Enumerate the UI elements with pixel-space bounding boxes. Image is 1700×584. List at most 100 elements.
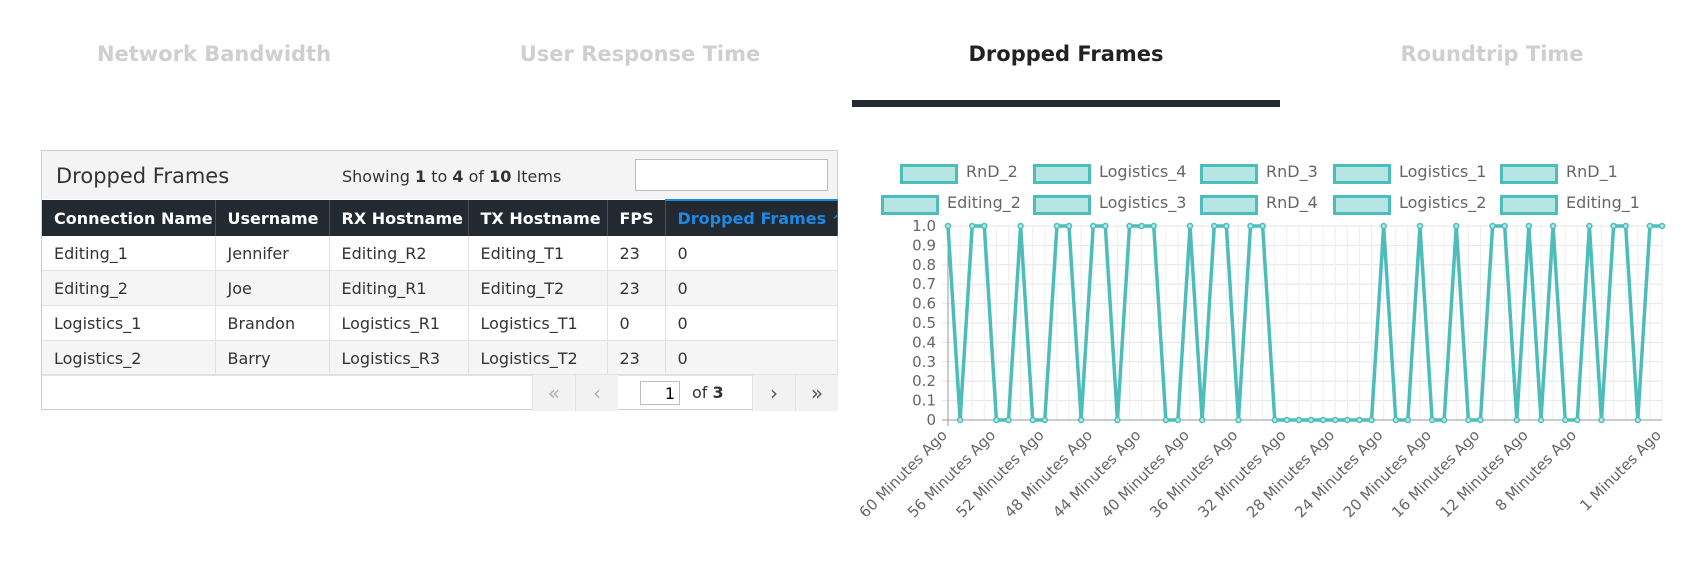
chart-plot: 00.10.20.30.40.50.60.70.80.91.060 Minute… [860, 217, 1666, 521]
showing-from: 1 [415, 167, 427, 186]
data-point [1126, 222, 1133, 230]
data-point [1077, 416, 1085, 424]
page-number-input[interactable] [640, 381, 680, 405]
cell-fps: 23 [607, 270, 666, 306]
data-point [1344, 416, 1351, 424]
data-point [1029, 416, 1036, 424]
data-point [1392, 416, 1400, 424]
table-search-input[interactable] [635, 159, 828, 191]
data-point [1307, 416, 1315, 424]
legend-swatch [1333, 164, 1391, 184]
data-point [1162, 416, 1170, 424]
x-tick-label: 56 Minutes Ago [904, 426, 999, 521]
tab-network-bandwidth[interactable]: Network Bandwidth [96, 41, 332, 66]
cell-tx-hostname: Logistics_T2 [468, 340, 608, 376]
showing-suffix: Items [516, 167, 562, 186]
data-point [1198, 416, 1206, 424]
data-point [1053, 222, 1061, 230]
tab-user-response-time[interactable]: User Response Time [519, 41, 761, 66]
dropped-frames-header-label: Dropped Frames [677, 209, 827, 228]
cell-tx-hostname: Logistics_T1 [468, 305, 608, 341]
column-header-dropped-frames[interactable]: Dropped Frames ^ [665, 199, 838, 236]
data-point [1356, 416, 1363, 424]
next-page-button[interactable]: › [752, 375, 795, 411]
showing-to: 4 [452, 167, 464, 186]
showing-of-word: of [468, 167, 485, 186]
data-point [956, 416, 964, 424]
cell-dropped-frames: 0 [665, 340, 838, 376]
pagination-bar: « ‹ of 3 › » [42, 374, 838, 411]
x-tick-label: 52 Minutes Ago [952, 426, 1047, 521]
legend-swatch [1033, 195, 1091, 215]
legend-swatch [900, 164, 958, 184]
table-row[interactable]: Editing_1 Jennifer Editing_R2 Editing_T1… [42, 236, 838, 271]
data-point [1065, 222, 1073, 230]
cell-tx-hostname: Editing_T2 [468, 270, 608, 306]
cell-connection-name: Logistics_2 [42, 340, 216, 376]
y-tick-label: 0.1 [912, 392, 936, 410]
legend-label: RnD_2 [966, 162, 1018, 181]
first-page-button[interactable]: « [532, 375, 575, 411]
data-point [968, 222, 976, 230]
x-tick-label: 24 Minutes Ago [1291, 426, 1386, 521]
data-point [1319, 416, 1327, 424]
data-point [1138, 222, 1145, 230]
cell-username: Brandon [215, 305, 330, 341]
x-tick-label: 20 Minutes Ago [1340, 426, 1435, 521]
legend-label: Editing_2 [947, 193, 1021, 212]
legend-label: Logistics_1 [1399, 162, 1487, 181]
data-point [993, 416, 1000, 424]
tab-dropped-frames[interactable]: Dropped Frames [968, 41, 1164, 66]
tab-roundtrip-time[interactable]: Roundtrip Time [1400, 41, 1584, 66]
data-point [1658, 222, 1666, 230]
data-point [981, 222, 988, 230]
legend-label: RnD_3 [1266, 162, 1318, 181]
x-tick-label: 32 Minutes Ago [1194, 426, 1289, 521]
table-row[interactable]: Editing_2 Joe Editing_R1 Editing_T2 23 0 [42, 270, 838, 306]
dropped-frames-table-panel: Dropped Frames Showing 1 to 4 of 10 Item… [41, 150, 838, 411]
data-point [1416, 222, 1424, 230]
cell-fps: 23 [607, 340, 666, 376]
data-point [1489, 222, 1496, 230]
legend-swatch [1500, 164, 1558, 184]
sort-ascending-icon: ^ [832, 213, 836, 227]
cell-connection-name: Editing_1 [42, 236, 216, 271]
active-tab-indicator [852, 100, 1280, 107]
column-header-username[interactable]: Username [215, 200, 330, 236]
data-point [1102, 222, 1109, 230]
legend-label: Editing_1 [1566, 193, 1640, 212]
table-row[interactable]: Logistics_1 Brandon Logistics_R1 Logisti… [42, 305, 838, 341]
tab-bar: Network Bandwidth User Response Time Dro… [0, 0, 1700, 110]
total-pages: 3 [712, 383, 724, 402]
y-tick-label: 0.7 [912, 275, 936, 293]
data-point [1537, 416, 1545, 424]
legend-swatch [1333, 195, 1391, 215]
data-point [1404, 416, 1412, 424]
last-page-button[interactable]: » [795, 375, 838, 411]
table-row[interactable]: Logistics_2 Barry Logistics_R3 Logistics… [42, 340, 838, 376]
showing-total: 10 [489, 167, 512, 186]
cell-connection-name: Logistics_1 [42, 305, 216, 341]
data-point [1114, 416, 1121, 424]
x-tick-label: 48 Minutes Ago [1001, 426, 1096, 521]
previous-page-button[interactable]: ‹ [575, 375, 618, 411]
cell-fps: 0 [607, 305, 666, 341]
cell-rx-hostname: Editing_R2 [329, 236, 469, 271]
cell-connection-name: Editing_2 [42, 270, 216, 306]
x-tick-label: 1 Minutes Ago [1576, 426, 1664, 514]
data-point [1174, 416, 1182, 424]
cell-username: Joe [215, 270, 330, 306]
data-point [1150, 222, 1157, 230]
column-header-rx-hostname[interactable]: RX Hostname [329, 200, 469, 236]
y-tick-label: 0.2 [912, 372, 936, 390]
data-point [1332, 416, 1339, 424]
column-header-fps[interactable]: FPS [607, 200, 666, 236]
column-header-tx-hostname[interactable]: TX Hostname [468, 200, 608, 236]
table-header-bar: Dropped Frames Showing 1 to 4 of 10 Item… [42, 151, 837, 199]
column-header-connection-name[interactable]: Connection Name [42, 200, 216, 236]
legend-swatch [1033, 164, 1091, 184]
data-point [1501, 222, 1508, 230]
data-point [1610, 222, 1617, 230]
data-point [1005, 416, 1012, 424]
y-tick-label: 0.4 [912, 333, 936, 351]
